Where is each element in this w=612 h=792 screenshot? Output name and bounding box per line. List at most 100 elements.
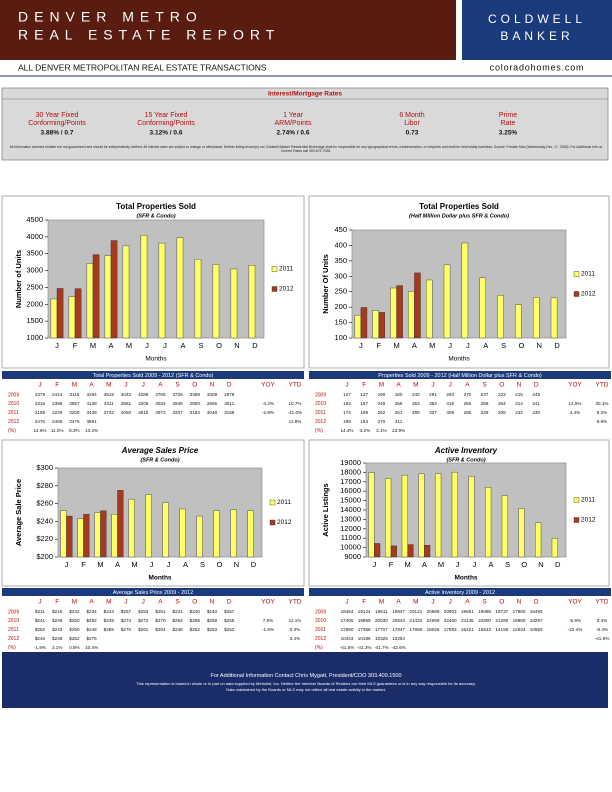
cell: 14.4%	[340, 428, 353, 433]
x-tick-label: M	[131, 560, 137, 569]
cell: 262	[378, 410, 386, 415]
x-tick-label: F	[73, 341, 78, 350]
rate-label: 15 Year Fixed	[145, 112, 188, 119]
bar	[100, 510, 107, 558]
bar	[77, 518, 84, 558]
x-tick-label: O	[217, 560, 223, 569]
cell: 15533	[478, 627, 491, 632]
cell: 18869	[358, 618, 371, 623]
chart-title: Total Properties Sold	[419, 202, 499, 211]
legend-swatch	[573, 271, 580, 277]
cell: 4289	[138, 392, 149, 397]
x-tick-label: J	[55, 341, 59, 350]
cell: -5.9%	[569, 618, 581, 623]
cell: 10983	[530, 627, 543, 632]
cell: $253	[207, 627, 218, 632]
bar	[485, 487, 492, 558]
cell: 223	[498, 392, 506, 397]
column-header: D	[534, 599, 539, 606]
y-tick-label: 12000	[340, 524, 361, 533]
x-tick-label: D	[251, 560, 257, 569]
cell: 3337	[172, 410, 183, 415]
cell: 270	[464, 392, 472, 397]
column-header: N	[210, 382, 215, 389]
brand-band	[462, 0, 612, 60]
column-header: M	[106, 382, 111, 389]
cell: 311	[395, 419, 403, 424]
cell: 2879	[224, 392, 235, 397]
row-label: 2012	[315, 636, 326, 642]
column-header: YOY	[568, 599, 582, 606]
x-tick-label: N	[234, 560, 239, 569]
cell: 17465	[341, 618, 354, 623]
cell: 241	[532, 401, 540, 406]
cell: 10325	[375, 636, 388, 641]
footer-note: Data maintained by the Boards or MLS may…	[226, 687, 386, 692]
brand: BANKER	[500, 29, 573, 43]
cell: 4043	[121, 392, 132, 397]
cell: $248	[52, 636, 63, 641]
bar	[66, 515, 73, 558]
plot-area	[365, 462, 567, 558]
cell: 3209	[138, 401, 149, 406]
cell: 20699	[427, 609, 440, 614]
column-header: N	[517, 599, 522, 606]
cell: $257	[224, 609, 235, 614]
bar	[425, 279, 433, 339]
cell: -22.4%	[568, 627, 583, 632]
y-tick-label: 18000	[340, 467, 361, 476]
x-tick-label: D	[554, 341, 560, 350]
disclaimer: All information deemed reliable but not …	[9, 145, 603, 154]
cell: $251	[155, 609, 166, 614]
y-tick-label: 17000	[340, 477, 361, 486]
chart-title: Total Properties Sold	[116, 202, 196, 211]
bar	[479, 277, 486, 339]
table-banner	[2, 371, 304, 379]
cell: 353	[412, 401, 420, 406]
cell: $250	[69, 618, 80, 623]
cell: -8.4%	[596, 627, 608, 632]
column-header: S	[175, 382, 180, 389]
row-label: 2011	[8, 627, 19, 633]
legend-swatch	[269, 499, 276, 506]
x-tick-label: O	[216, 341, 222, 350]
y-tick-label: 400	[334, 240, 347, 249]
x-tick-label: M	[97, 560, 103, 569]
row-label: 2009	[8, 392, 19, 398]
bar	[128, 498, 135, 558]
column-header: J	[345, 382, 348, 389]
column-header: M	[379, 599, 384, 606]
bar	[104, 255, 112, 339]
cell: 251	[395, 410, 403, 415]
rate-value: 0.73	[406, 130, 419, 137]
cell: 17990	[341, 627, 354, 632]
cell: 8.3%	[69, 428, 79, 433]
x-tick-label: A	[180, 341, 185, 350]
x-tick-label: F	[376, 341, 381, 350]
cell: $234	[86, 609, 97, 614]
column-header: M	[413, 382, 418, 389]
cell: 2470	[35, 419, 46, 424]
table-title: Total Properties Sold 2009 - 2012 (SFR &…	[93, 373, 214, 379]
column-header: YOY	[568, 382, 582, 389]
bar	[230, 268, 238, 339]
cell: $240	[190, 609, 201, 614]
cell: -41.7%	[374, 645, 389, 650]
legend-label: 2011	[581, 497, 595, 504]
row-label: 2011	[8, 410, 19, 416]
cell: 19651	[461, 609, 474, 614]
cell: 157	[360, 401, 368, 406]
legend-label: 2011	[581, 271, 595, 278]
bar	[497, 295, 504, 339]
x-tick-label: A	[488, 560, 493, 569]
bar	[111, 514, 118, 558]
cell: 232	[515, 410, 523, 415]
bar	[551, 538, 558, 558]
bar	[461, 242, 469, 339]
row-label: 2010	[8, 401, 19, 407]
header-title: DENVER METRO	[18, 9, 203, 25]
bar	[212, 264, 220, 339]
x-tick-label: J	[163, 341, 167, 350]
column-header: J	[142, 599, 145, 606]
